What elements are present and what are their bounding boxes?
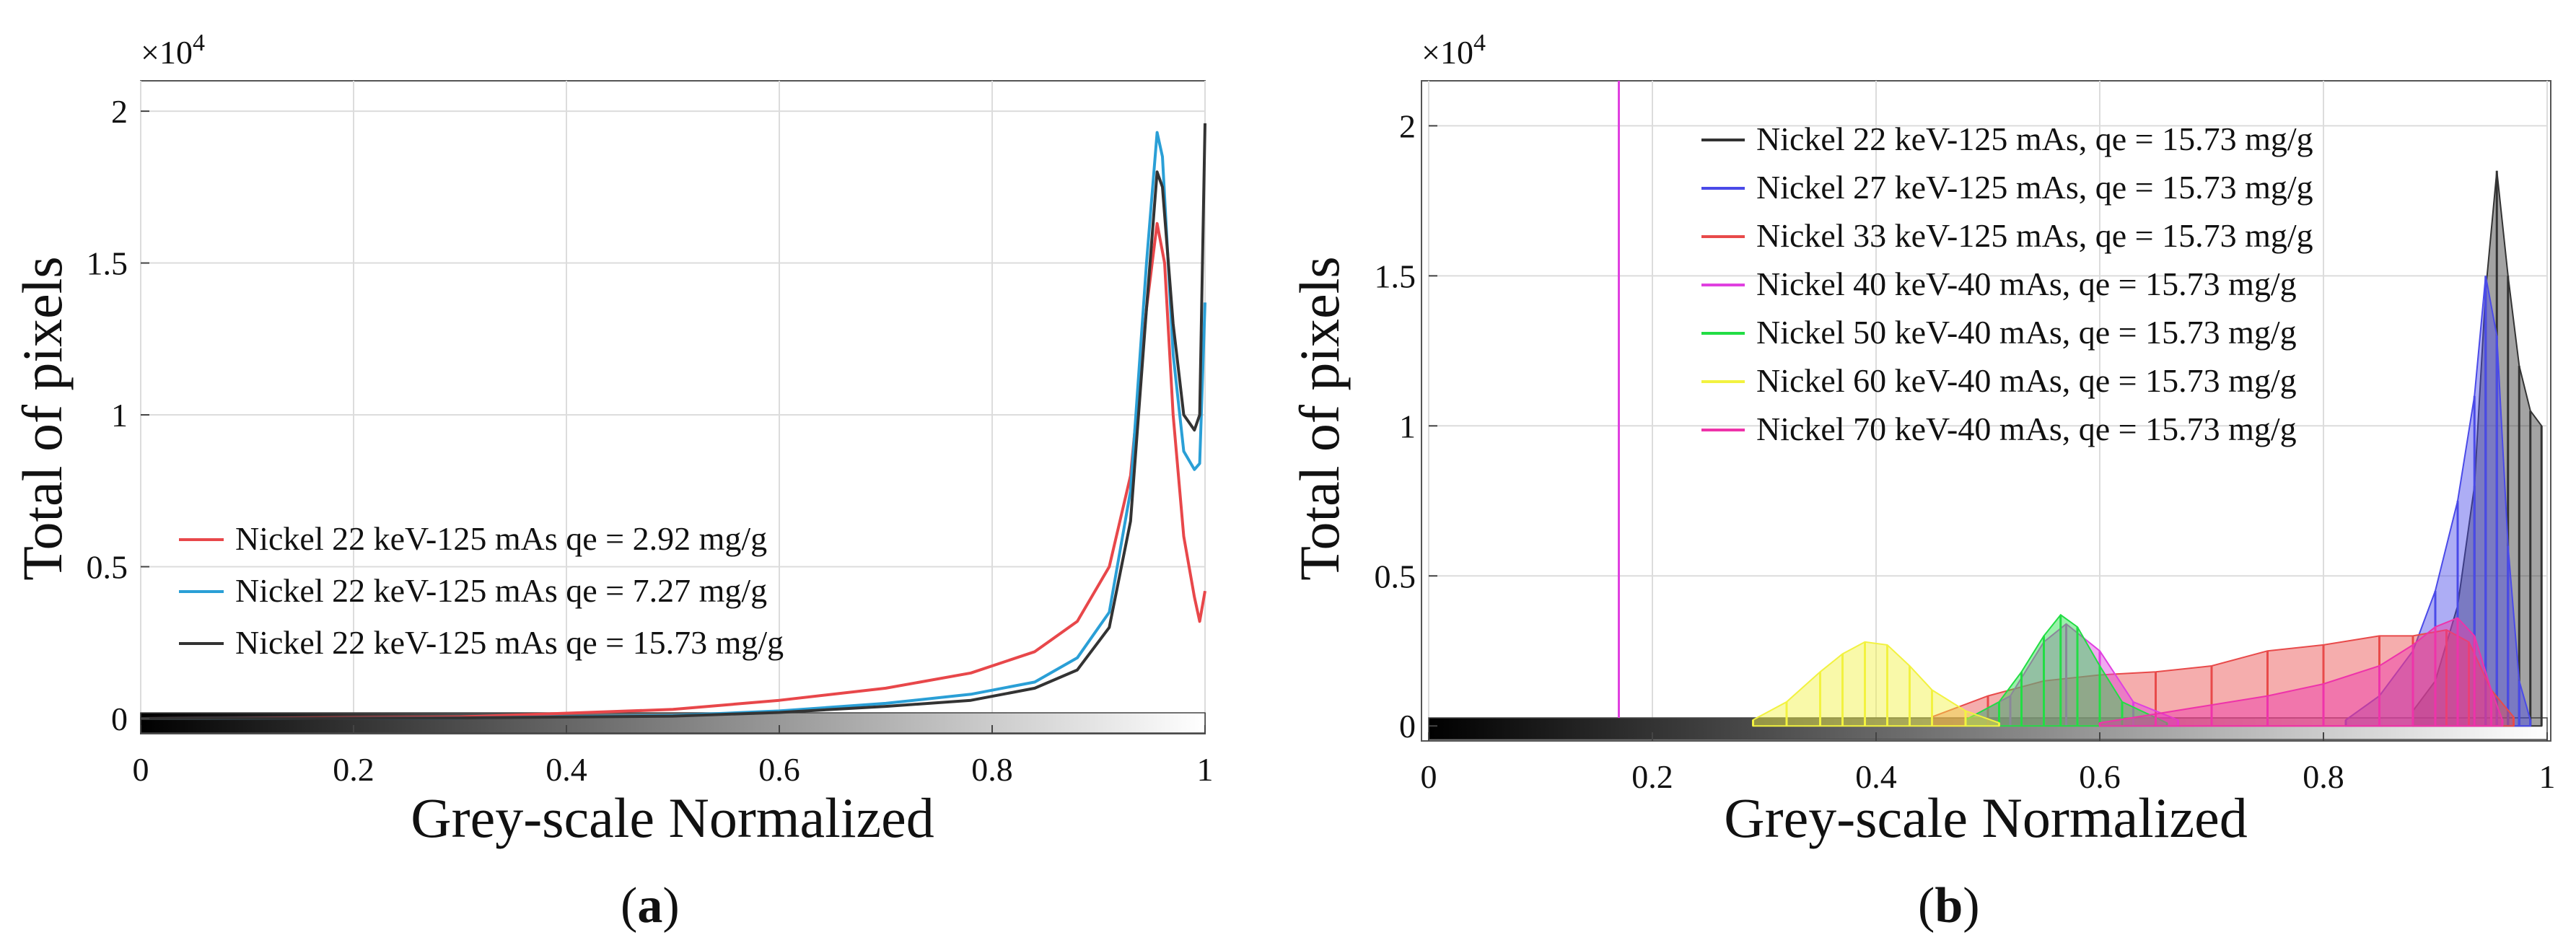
panel-b-caption-letter: b <box>1935 878 1963 934</box>
panel-a-y-axis-label: Total of pixels <box>11 256 74 580</box>
panel-a-y-ticks: 0 0.5 1 1.5 2 <box>87 93 149 737</box>
x-tick-label: 0.2 <box>333 751 374 788</box>
x-tick-label: 1 <box>1197 751 1214 788</box>
y-tick-label: 0.5 <box>1375 558 1416 594</box>
panel-a-plot-area <box>140 80 1206 734</box>
panel-b-y-multiplier-exp: 4 <box>1473 30 1486 56</box>
y-tick-label: 1 <box>1399 408 1416 444</box>
y-tick-label: 0.5 <box>87 548 128 585</box>
panel-b-plot-area <box>1421 80 2551 742</box>
x-tick-label: 0.4 <box>1855 758 1897 795</box>
panel-a-y-multiplier-base: ×10 <box>141 34 193 71</box>
legend-entry-2: Nickel 33 keV-125 mAs, qe = 15.73 mg/g <box>1756 217 2313 254</box>
legend-entry-4: Nickel 50 keV-40 mAs, qe = 15.73 mg/g <box>1756 314 2297 351</box>
panel-b-y-axis-label: Total of pixels <box>1288 256 1351 580</box>
x-tick-label: 0.6 <box>758 751 800 788</box>
panel-b-legend: Nickel 22 keV-125 mAs, qe = 15.73 mg/g Ni… <box>1701 120 2313 447</box>
x-tick-label: 0.8 <box>971 751 1013 788</box>
legend-entry-1: Nickel 22 keV-125 mAs qe = 7.27 mg/g <box>235 572 767 609</box>
x-tick-label: 1 <box>2539 758 2556 795</box>
panel-a-x-axis-label: Grey-scale Normalized <box>411 786 934 849</box>
series-histogram-6 <box>2099 617 2503 727</box>
series-line-2 <box>140 123 1206 720</box>
series-histogram-1 <box>2345 276 2531 727</box>
panel-a-caption-letter: a <box>637 878 662 934</box>
panel-b-y-ticks: 0 0.5 1 1.5 2 <box>1375 107 1437 745</box>
panel-a-series <box>140 123 1206 720</box>
panel-b: 0 0.2 0.4 0.6 0.8 1 0 0.5 1 1.5 2 Nickel 22 keV-1… <box>1288 30 2556 934</box>
legend-entry-1: Nickel 27 keV-125 mAs, qe = 15.73 mg/g <box>1756 169 2313 206</box>
series-line-0 <box>140 221 1206 720</box>
y-tick-label: 2 <box>1399 107 1416 144</box>
panel-a-caption: (a) <box>621 878 680 934</box>
x-tick-label: 0.8 <box>2303 758 2344 795</box>
legend-entry-0: Nickel 22 keV-125 mAs qe = 2.92 mg/g <box>235 520 767 557</box>
colorbar-strip <box>1428 717 2548 740</box>
panel-a: 0 0.2 0.4 0.6 0.8 1 0 0.5 1 1.5 2 Nickel 22 keV-1… <box>11 30 1214 934</box>
panel-a-legend: Nickel 22 keV-125 mAs qe = 2.92 mg/g Nick… <box>179 520 784 661</box>
x-tick-label: 0.6 <box>2079 758 2121 795</box>
x-tick-label: 0 <box>1421 758 1437 795</box>
y-tick-label: 1.5 <box>87 245 128 282</box>
y-tick-label: 0 <box>111 701 128 737</box>
series-histogram-5 <box>1752 641 2000 727</box>
panel-b-x-axis-label: Grey-scale Normalized <box>1724 786 2247 849</box>
x-tick-label: 0.4 <box>546 751 587 788</box>
legend-entry-2: Nickel 22 keV-125 mAs qe = 15.73 mg/g <box>235 624 784 661</box>
y-tick-label: 1.5 <box>1375 258 1416 294</box>
panel-b-y-multiplier: ×104 <box>1421 30 1486 71</box>
x-tick-label: 0 <box>133 751 149 788</box>
y-tick-label: 1 <box>111 397 128 434</box>
panel-b-y-multiplier-base: ×10 <box>1421 34 1473 71</box>
panel-a-y-multiplier-exp: 4 <box>193 30 205 56</box>
panel-b-caption: (b) <box>1918 878 1980 934</box>
legend-entry-6: Nickel 70 keV-40 mAs, qe = 15.73 mg/g <box>1756 411 2297 447</box>
panel-b-x-ticks: 0 0.2 0.4 0.6 0.8 1 <box>1421 732 2556 795</box>
panel-b-greyscale-colorbar <box>1428 717 2548 740</box>
panel-b-series <box>1618 81 2543 727</box>
panel-a-y-multiplier: ×104 <box>141 30 205 71</box>
panel-a-x-ticks: 0 0.2 0.4 0.6 0.8 1 <box>133 725 1214 788</box>
x-tick-label: 0.2 <box>1631 758 1673 795</box>
y-tick-label: 2 <box>111 93 128 130</box>
legend-entry-3: Nickel 40 keV-40 mAs, qe = 15.73 mg/g <box>1756 265 2297 302</box>
legend-entry-0: Nickel 22 keV-125 mAs, qe = 15.73 mg/g <box>1756 120 2313 157</box>
y-tick-label: 0 <box>1399 708 1416 745</box>
legend-entry-5: Nickel 60 keV-40 mAs, qe = 15.73 mg/g <box>1756 362 2297 399</box>
